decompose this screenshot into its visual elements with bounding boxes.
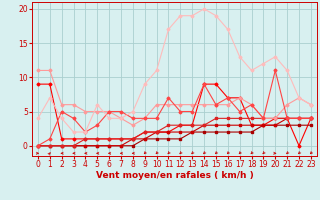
X-axis label: Vent moyen/en rafales ( km/h ): Vent moyen/en rafales ( km/h ) bbox=[96, 171, 253, 180]
